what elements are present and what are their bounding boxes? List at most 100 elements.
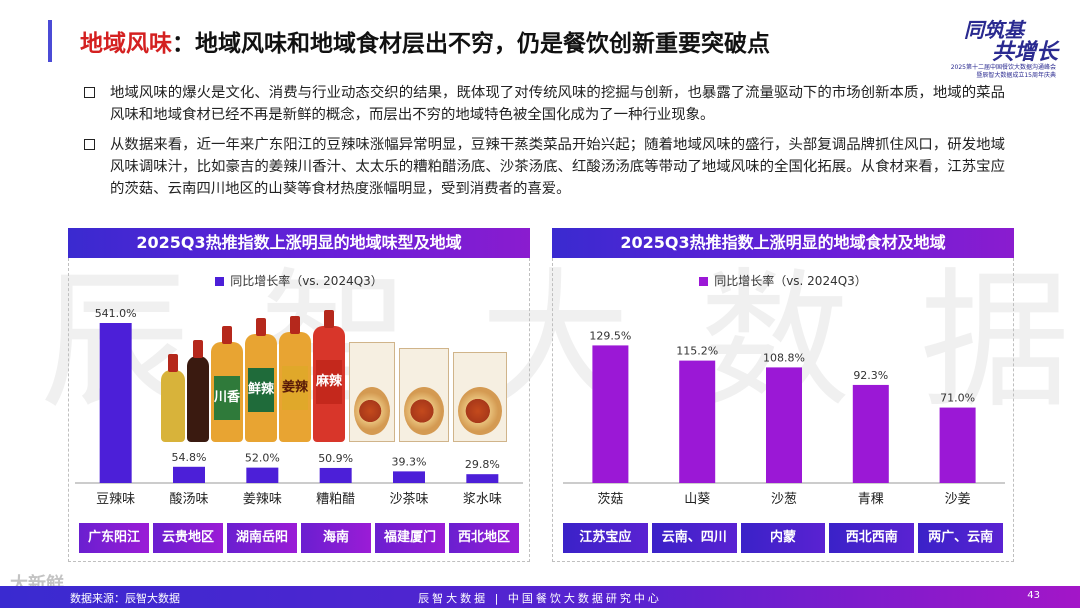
data-label: 115.2% — [676, 345, 718, 358]
bottle-cap — [290, 316, 300, 334]
page-number: 43 — [1027, 590, 1040, 601]
category-label: 酸汤味 — [169, 492, 208, 507]
data-label: 52.0% — [245, 452, 280, 465]
category-label: 青稞 — [858, 492, 884, 507]
bar — [592, 345, 629, 483]
sauce-bottle-image: 麻辣 — [313, 310, 345, 442]
bottle-cap — [324, 310, 334, 328]
flavor-chart-panel: 2025Q3热推指数上涨明显的地域味型及地域 541.0% 豆辣味 54.8% 酸汤味… — [68, 228, 530, 562]
category-label: 姜辣味 — [243, 492, 282, 507]
category-label: 豆辣味 — [96, 492, 135, 507]
region-label: 内蒙 — [740, 523, 826, 553]
data-label: 50.9% — [318, 452, 353, 465]
title-text: ：地域风味和地域食材层出不穷，仍是餐饮创新重要突破点 — [172, 31, 770, 57]
bag-photo — [354, 387, 390, 435]
region-label: 福建厦门 — [375, 523, 445, 553]
region-label: 云贵地区 — [153, 523, 223, 553]
bar — [173, 466, 205, 483]
sauce-bottle-image — [161, 354, 185, 442]
category-label: 沙葱 — [771, 492, 797, 507]
data-label: 541.0% — [95, 307, 137, 320]
region-label: 湖南岳阳 — [227, 523, 297, 553]
category-label: 茨菇 — [597, 492, 623, 507]
region-label: 江苏宝应 — [563, 523, 648, 553]
category-label: 山葵 — [684, 492, 710, 507]
square-bullet-icon — [84, 139, 95, 150]
bottle-label: 鲜辣 — [248, 368, 274, 412]
event-logo: 同筑基 共增长 2025第十二届中国餐饮大数据沟通峰会 暨辰智大数据成立15周年… — [944, 8, 1064, 79]
logo-line1: 同筑基 — [964, 18, 1024, 42]
bag-photo — [404, 387, 444, 435]
page-title: 地域风味：地域风味和地域食材层出不穷，仍是餐饮创新重要突破点 — [80, 24, 770, 58]
bar — [939, 407, 976, 483]
bar — [319, 467, 352, 483]
data-label: 29.8% — [465, 458, 500, 471]
bullet-text: 从数据来看，近一年来广东阳江的豆辣味涨幅异常明显，豆辣干蒸类菜品开始兴起；随着地… — [110, 137, 1005, 197]
logo-line2: 共增长 — [991, 39, 1058, 65]
data-label: 108.8% — [763, 351, 805, 364]
legend-swatch — [215, 277, 225, 286]
bar — [466, 474, 499, 483]
data-label: 129.5% — [589, 329, 631, 342]
chart-legend: 同比增长率（vs. 2024Q3） — [69, 272, 529, 289]
bottle-cap — [222, 326, 232, 344]
data-label: 39.3% — [392, 455, 427, 468]
seasoning-bag-image — [453, 352, 507, 442]
sauce-bottle-image: 川香 — [211, 326, 243, 442]
bottle-label: 麻辣 — [316, 360, 342, 404]
bag-photo — [458, 387, 502, 435]
bullet-list: 地域风味的爆火是文化、消费与行业动态交织的结果，既体现了对传统风味的挖掘与创新，… — [80, 82, 1005, 208]
bar — [99, 323, 132, 483]
category-label: 浆水味 — [463, 492, 502, 507]
legend-swatch — [699, 277, 709, 286]
region-label: 两广、云南 — [918, 523, 1003, 553]
bottle-cap — [193, 340, 203, 358]
seasoning-bag-image — [349, 342, 395, 442]
category-label: 沙茶味 — [389, 491, 428, 507]
data-label: 54.8% — [172, 451, 207, 464]
bottle-cap — [168, 354, 178, 372]
product-image: 川香 鲜辣 姜辣 麻辣 — [161, 310, 511, 442]
category-label: 沙姜 — [945, 492, 971, 507]
region-strip: 广东阳江 云贵地区 湖南岳阳 海南 福建厦门 西北地区 — [79, 523, 519, 553]
region-label: 西北西南 — [829, 523, 915, 553]
data-label: 92.3% — [853, 369, 888, 382]
logo-subtitle1: 2025第十二届中国餐饮大数据沟通峰会 — [950, 64, 1056, 71]
region-label: 云南、四川 — [651, 523, 737, 553]
bar — [679, 360, 716, 483]
legend-label: 同比增长率（vs. 2024Q3） — [714, 274, 867, 288]
region-label: 西北地区 — [449, 523, 519, 553]
title-highlight: 地域风味 — [80, 31, 172, 57]
sauce-bottle-image: 姜辣 — [279, 316, 311, 442]
chart-area: 129.5% 茨菇 115.2% 山葵 108.8% 沙葱 92.3% 青稞 71.0% 沙姜 同… — [552, 258, 1014, 562]
region-label: 海南 — [301, 523, 371, 553]
chart-title: 2025Q3热推指数上涨明显的地域味型及地域 — [68, 228, 530, 258]
bottle-label: 姜辣 — [282, 366, 308, 410]
bullet-item: 地域风味的爆火是文化、消费与行业动态交织的结果，既体现了对传统风味的挖掘与创新，… — [80, 82, 1005, 126]
logo-subtitle2: 暨辰智大数据成立15周年庆典 — [976, 72, 1056, 79]
data-label: 71.0% — [940, 392, 975, 405]
seasoning-bag-image — [399, 348, 449, 442]
square-bullet-icon — [84, 87, 95, 98]
ingredient-chart-panel: 2025Q3热推指数上涨明显的地域食材及地域 129.5% 茨菇 115.2% 山葵 1… — [552, 228, 1014, 562]
region-label: 广东阳江 — [79, 523, 149, 553]
bar — [246, 467, 279, 483]
chart-area: 541.0% 豆辣味 54.8% 酸汤味 52.0% 姜辣味 50.9% 糟粕醋 39.3% 沙茶… — [68, 258, 530, 562]
footer-bar: 数据来源：辰智大数据 辰智大数据 | 中国餐饮大数据研究中心 43 — [0, 586, 1080, 608]
title-accent-bar — [48, 20, 52, 62]
footer-center-text: 辰智大数据 | 中国餐饮大数据研究中心 — [418, 592, 662, 605]
sauce-bottle-image — [187, 340, 209, 442]
bar — [852, 384, 889, 483]
bar — [766, 367, 802, 483]
flavor-bar-chart: 541.0% 豆辣味 54.8% 酸汤味 52.0% 姜辣味 50.9% 糟粕醋 39.3% 沙茶… — [75, 307, 523, 507]
data-source: 数据来源：辰智大数据 — [70, 592, 180, 605]
chart-legend: 同比增长率（vs. 2024Q3） — [553, 272, 1013, 289]
category-label: 糟粕醋 — [316, 491, 355, 507]
bottle-label: 川香 — [214, 376, 240, 420]
bar — [393, 471, 425, 483]
ingredient-bar-chart: 129.5% 茨菇 115.2% 山葵 108.8% 沙葱 92.3% 青稞 71.0% 沙姜 — [563, 329, 1005, 507]
legend-label: 同比增长率（vs. 2024Q3） — [230, 274, 383, 288]
bottle-cap — [256, 318, 266, 336]
sauce-bottle-image: 鲜辣 — [245, 318, 277, 442]
region-strip: 江苏宝应 云南、四川 内蒙 西北西南 两广、云南 — [563, 523, 1003, 553]
